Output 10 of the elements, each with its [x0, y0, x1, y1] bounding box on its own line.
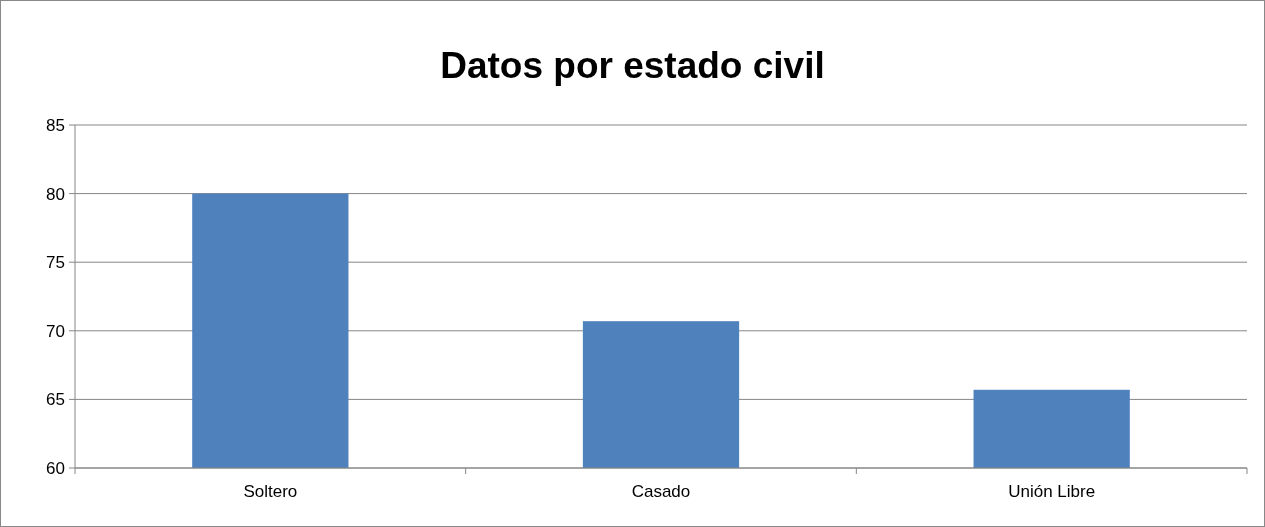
x-tick-label: Soltero	[243, 482, 298, 501]
y-tick-label: 80	[46, 184, 65, 204]
y-tick-label: 75	[46, 253, 65, 273]
x-tick-label: Casado	[631, 482, 691, 501]
chart-title: Datos por estado civil	[440, 45, 825, 86]
y-tick-label: 70	[46, 321, 65, 341]
x-tick-label: Unión Libre	[1008, 482, 1096, 501]
y-tick-label: 65	[46, 390, 65, 410]
y-tick-label: 60	[46, 458, 65, 478]
y-tick-label: 85	[46, 115, 65, 135]
